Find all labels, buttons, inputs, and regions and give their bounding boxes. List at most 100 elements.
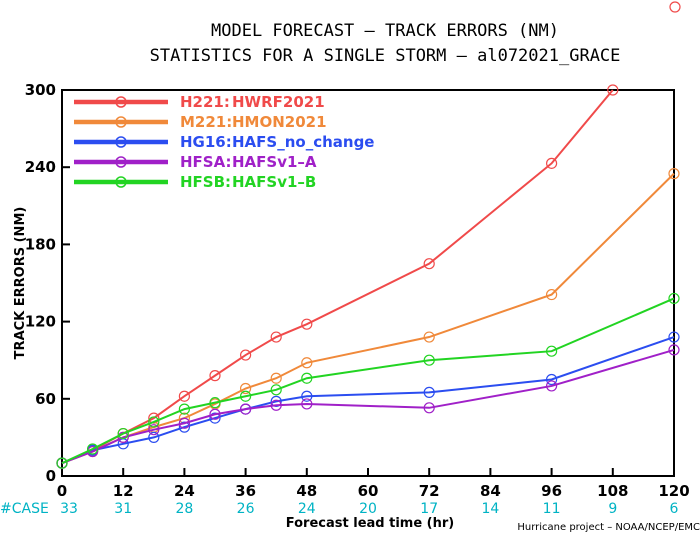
data-point [148,412,160,424]
data-point [423,354,435,366]
series-line [61,172,675,465]
data-point [270,399,282,411]
data-point [668,168,680,180]
x-tick-label: 120 [658,482,689,500]
legend-name: HG16: [180,133,232,151]
legend-item: HG16: HAFS_no_change [74,133,374,151]
series-layer [56,84,680,469]
legend-desc: HAFSv1–B [232,173,316,191]
x-tick-label: 24 [174,482,195,500]
legend-item: HFSA: HAFSv1–A [74,153,317,171]
x-tick-label: 108 [597,482,628,500]
x-tick-label: 36 [235,482,256,500]
case-count: 6 [670,501,679,517]
data-point [270,384,282,396]
case-count: 9 [608,501,617,517]
y-tick-label: 300 [25,81,56,99]
y-tick-label: 180 [25,235,56,253]
data-point [545,288,558,301]
data-point [117,431,129,443]
case-label: #CASE [0,501,49,517]
data-point [301,357,313,369]
case-count: 33 [60,501,78,517]
data-point [607,84,619,96]
legend-marker [115,96,127,108]
data-point [117,427,129,440]
x-tick-label: 96 [541,482,562,500]
legend-marker [115,156,127,168]
data-point [423,402,435,414]
data-point [545,380,558,392]
data-point [209,408,221,420]
x-axis: 0 12 24 36 48 60 72 84 96 108 120 [57,468,690,500]
y-axis: 0 60 120 180 240 300 [25,81,70,485]
data-point [240,390,252,402]
y-tick-label: 120 [25,313,56,331]
case-count: 28 [175,501,193,517]
data-point [209,412,221,424]
data-point [668,331,680,343]
data-point [423,386,435,398]
x-tick-label: 84 [480,482,501,500]
data-point [668,292,680,305]
legend-item: HFSB: HAFSv1–B [74,173,316,191]
data-point [178,390,190,402]
legend-name: HFSA: [180,153,232,171]
data-point [178,417,190,429]
data-point [240,403,252,415]
data-point [178,403,190,415]
legend-desc: HMON2021 [232,113,327,131]
legend: H221: HWRF2021 M221: HMON2021 HG16: HAFS_no_c… [74,93,374,191]
case-count: 26 [237,501,255,517]
y-axis-title: TRACK ERRORS (NM) [13,207,28,360]
data-point [545,373,558,386]
data-point [240,382,252,395]
case-count: 17 [420,501,438,517]
data-point [270,331,282,343]
series-hafsv1-b [56,292,680,469]
x-axis-title: Forecast lead time (hr) [286,516,454,531]
data-point [270,372,282,384]
case-count: 14 [481,501,499,517]
case-count: 24 [298,501,316,517]
data-point [209,397,221,409]
series-line [61,297,675,465]
data-point [545,157,558,169]
series-hafs-no-change [56,331,680,469]
chart-subtitle: STATISTICS FOR A SINGLE STORM – al072021… [150,46,621,66]
y-tick-label: 60 [35,390,56,408]
data-point [301,398,313,410]
legend-marker [115,136,127,148]
x-tick-label: 0 [57,482,67,500]
corner-marker [669,1,681,13]
data-point [301,372,313,384]
case-count: 20 [359,501,377,517]
data-point [86,443,99,455]
data-point [545,345,558,357]
legend-item: H221: HWRF2021 [74,93,325,111]
x-tick-label: 72 [419,482,440,500]
legend-desc: HAFSv1–A [232,153,317,171]
data-point [209,370,221,382]
data-point [56,457,68,469]
data-point [240,349,252,361]
legend-marker [115,116,127,128]
series-line [61,336,675,465]
legend-name: M221: [180,113,232,131]
data-point [178,421,190,433]
data-point [423,331,435,343]
case-count: 31 [114,501,132,517]
data-point [148,416,160,428]
case-count: 11 [543,501,561,517]
legend-marker [115,176,127,188]
case-count-row: #CASE 33 31 28 26 24 20 17 14 11 9 6 [0,501,679,517]
x-tick-label: 60 [358,482,379,500]
series-line [61,348,675,465]
data-point [423,258,435,270]
data-point [301,318,313,330]
data-point [270,395,282,407]
legend-name: H221: [180,93,230,111]
data-point [148,431,160,443]
series-hafsv1-a [56,344,680,469]
